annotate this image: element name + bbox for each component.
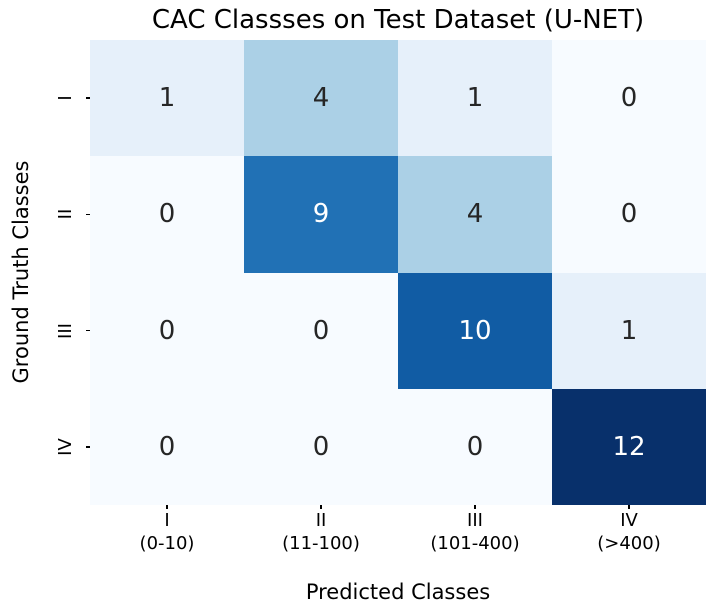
- cell-value: 4: [466, 199, 484, 230]
- cell-value: 0: [312, 431, 330, 462]
- cell-value: 12: [612, 431, 646, 462]
- cell-value: 0: [158, 315, 176, 346]
- cell-value: 9: [312, 199, 330, 230]
- x-tick-range: (0-10): [139, 533, 195, 554]
- heatmap-cell-r4-c4: 12: [552, 388, 706, 505]
- heatmap-cell-r2-c2: 9: [244, 156, 398, 273]
- y-tick-label-2: II: [55, 209, 76, 220]
- x-axis-label: Predicted Classes: [305, 580, 491, 604]
- cell-value: 1: [466, 83, 484, 114]
- cell-value: 0: [158, 199, 176, 230]
- y-tick-mark-4: [86, 446, 90, 448]
- x-tick-label-1: I (0-10): [87, 509, 247, 555]
- cell-value: 0: [620, 199, 638, 230]
- heatmap-cell-r2-c3: 4: [398, 156, 552, 273]
- heatmap-cell-r1-c4: 0: [552, 40, 706, 157]
- cell-value: 10: [458, 315, 492, 346]
- heatmap-cell-r4-c3: 0: [398, 388, 552, 505]
- x-tick-range: (11-100): [282, 533, 360, 554]
- y-tick-label-3: III: [55, 322, 76, 339]
- heatmap-cell-r1-c1: 1: [90, 40, 244, 157]
- x-tick-numeral: III: [467, 510, 483, 531]
- x-tick-mark-3: [474, 505, 476, 509]
- y-tick-label-4: IV: [55, 438, 76, 456]
- y-tick-mark-1: [86, 97, 90, 99]
- x-tick-numeral: IV: [620, 510, 638, 531]
- x-tick-range: (>400): [597, 533, 661, 554]
- heatmap-cell-r4-c1: 0: [90, 388, 244, 505]
- heatmap-cell-r3-c1: 0: [90, 272, 244, 389]
- x-tick-label-3: III (101-400): [395, 509, 555, 555]
- heatmap-cell-r3-c2: 0: [244, 272, 398, 389]
- cell-value: 0: [620, 83, 638, 114]
- cell-value: 4: [312, 83, 330, 114]
- x-tick-mark-2: [320, 505, 322, 509]
- y-tick-mark-3: [86, 329, 90, 332]
- chart-title: CAC Classses on Test Dataset (U-NET): [151, 5, 645, 35]
- x-tick-mark-4: [628, 505, 630, 509]
- heatmap-grid: 1 4 1 0 0 9 4 0 0 0 10 1 0 0 0 12: [90, 40, 706, 505]
- x-tick-label-4: IV (>400): [549, 509, 709, 555]
- heatmap-cell-r3-c3: 10: [398, 272, 552, 389]
- heatmap-cell-r1-c3: 1: [398, 40, 552, 157]
- y-axis-label: Ground Truth Classes: [9, 160, 33, 384]
- x-tick-numeral: I: [164, 510, 170, 531]
- y-tick-label-1: I: [55, 95, 76, 101]
- cell-value: 1: [158, 83, 176, 114]
- cell-value: 0: [466, 431, 484, 462]
- heatmap-cell-r1-c2: 4: [244, 40, 398, 157]
- heatmap-cell-r2-c1: 0: [90, 156, 244, 273]
- cell-value: 1: [620, 315, 638, 346]
- x-tick-label-2: II (11-100): [241, 509, 401, 555]
- y-tick-mark-2: [86, 213, 90, 216]
- x-tick-range: (101-400): [430, 533, 520, 554]
- heatmap-cell-r3-c4: 1: [552, 272, 706, 389]
- x-tick-numeral: II: [315, 510, 327, 531]
- heatmap-cell-r2-c4: 0: [552, 156, 706, 273]
- cell-value: 0: [158, 431, 176, 462]
- cell-value: 0: [312, 315, 330, 346]
- heatmap-cell-r4-c2: 0: [244, 388, 398, 505]
- x-tick-mark-1: [166, 505, 168, 509]
